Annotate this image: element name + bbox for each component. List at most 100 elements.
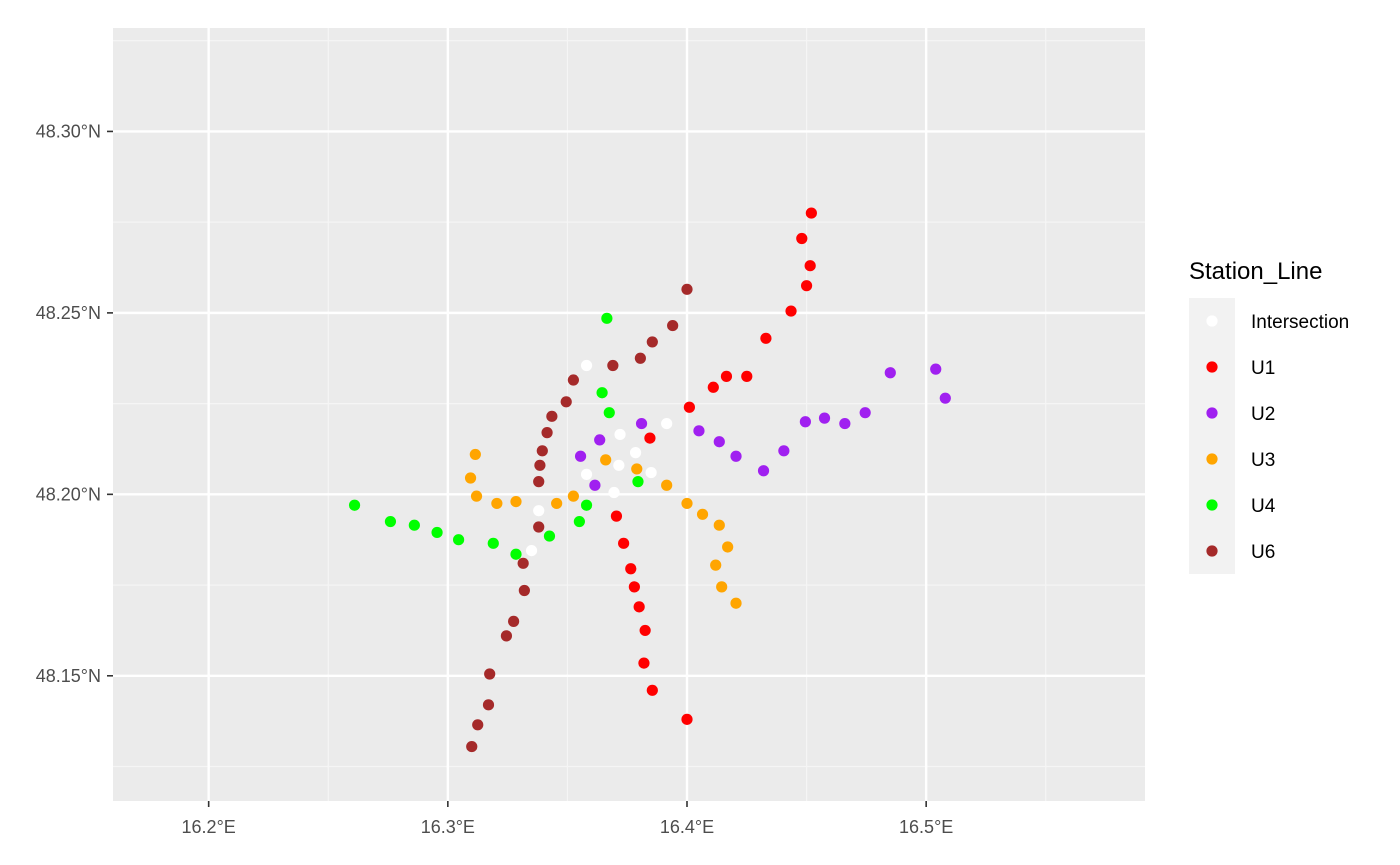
point-u6-19 [472,719,484,731]
point-u3-9 [551,497,563,510]
point-u6-17 [484,668,496,680]
point-intersection-1 [661,417,673,430]
point-u2-10 [713,436,725,448]
point-u2-14 [757,465,770,477]
point-u1-7 [741,370,753,382]
legend-key-u3 [1206,453,1218,465]
point-u3-5 [470,490,483,502]
series-intersection [525,359,673,557]
point-u2-4 [818,412,831,424]
point-u6-8 [541,427,553,439]
point-u1-11 [610,510,623,522]
point-intersection-8 [533,505,545,517]
point-u2-8 [693,425,705,437]
point-u3-0 [469,448,481,461]
point-u1-8 [707,381,719,393]
legend-title: Station_Line [1189,258,1322,285]
point-u6-12 [533,521,545,533]
legend-key-u6 [1206,545,1218,557]
point-u4-13 [510,548,522,560]
series-u6 [466,283,693,753]
point-u1-18 [646,684,658,696]
point-u3-8 [491,497,503,510]
series-u3 [464,448,742,609]
y-tick-label-3: 48.30°N [36,121,101,141]
point-u1-15 [633,601,645,613]
point-u2-12 [574,450,587,462]
point-u4-1 [596,387,608,399]
point-u2-1 [884,367,896,379]
point-u3-2 [631,463,643,475]
point-u1-17 [638,657,650,669]
point-intersection-9 [525,544,538,557]
x-tick-label-2: 16.4°E [660,817,714,837]
point-u2-0 [930,363,942,375]
point-u3-15 [716,581,728,593]
point-u4-3 [632,476,644,488]
point-u4-7 [573,515,585,528]
point-u3-13 [722,541,734,553]
point-u3-1 [600,454,612,466]
point-intersection-3 [629,447,642,459]
point-u1-10 [644,432,656,444]
point-u3-7 [510,495,522,508]
point-u4-4 [348,499,361,511]
point-u6-10 [534,459,546,471]
y-tick-label-2: 48.25°N [36,303,101,323]
legend: Station_Line Intersection U1 U2 U3 U4 U6 [1189,258,1349,574]
point-u3-3 [464,472,477,484]
point-u4-10 [543,530,556,542]
point-u6-0 [681,283,693,295]
y-tick-label-0: 48.15°N [36,666,101,686]
point-u1-9 [683,401,695,413]
point-u4-2 [603,407,615,419]
series-u4 [348,312,644,560]
point-u6-14 [518,584,530,597]
point-u3-11 [696,508,709,520]
legend-label-u2: U2 [1251,404,1275,425]
legend-label-u4: U4 [1251,496,1276,517]
point-u2-7 [635,417,648,430]
point-u3-10 [681,497,693,510]
series-u2 [574,363,951,491]
point-u2-13 [730,450,742,462]
point-u1-4 [785,305,797,317]
point-u1-16 [639,624,651,637]
point-u3-14 [710,559,722,571]
point-intersection-5 [645,466,657,479]
point-u2-2 [939,392,951,404]
point-u6-6 [560,396,572,408]
point-intersection-4 [613,459,625,471]
y-tick-label-1: 48.20°N [36,484,101,504]
point-u6-13 [517,557,529,569]
point-u4-11 [452,534,465,546]
legend-label-u3: U3 [1251,450,1275,471]
point-u6-1 [667,319,679,332]
point-u2-6 [839,417,851,430]
point-u6-20 [466,740,478,753]
legend-key-u2 [1206,407,1218,419]
point-u6-5 [567,374,579,386]
panel-background [113,28,1145,801]
point-u2-3 [859,407,871,419]
point-u3-6 [567,490,579,502]
point-u1-13 [625,563,637,575]
point-u1-14 [628,581,640,593]
point-u2-15 [589,479,601,491]
point-u3-12 [713,519,725,531]
point-u1-5 [760,332,772,344]
legend-label-intersection: Intersection [1251,312,1349,333]
point-u1-1 [796,232,808,245]
data-points [348,207,951,753]
point-u1-2 [804,260,816,272]
point-u6-16 [500,630,513,642]
point-intersection-7 [608,486,620,499]
point-u6-9 [536,445,548,457]
point-u6-2 [646,336,658,348]
point-u3-16 [730,597,742,609]
point-u6-11 [533,476,545,488]
point-u3-4 [661,479,673,491]
grid-lines [113,28,1145,801]
point-intersection-2 [614,428,626,441]
